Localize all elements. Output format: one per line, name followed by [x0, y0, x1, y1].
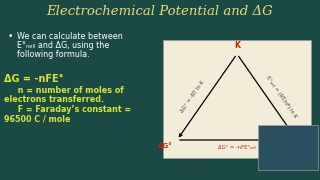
- Text: •: •: [8, 32, 13, 41]
- Text: F = Faraday’s constant =: F = Faraday’s constant =: [4, 105, 131, 114]
- Text: ΔG°: ΔG°: [158, 143, 173, 149]
- Text: Electrochemical Potential and ΔG: Electrochemical Potential and ΔG: [47, 5, 273, 18]
- Text: K: K: [234, 41, 240, 50]
- Text: electrons transferred.: electrons transferred.: [4, 95, 104, 104]
- FancyBboxPatch shape: [258, 125, 318, 170]
- Text: ΔG = -nFE°: ΔG = -nFE°: [4, 74, 63, 84]
- Text: 96500 C / mole: 96500 C / mole: [4, 114, 70, 123]
- Text: following formula.: following formula.: [17, 50, 90, 59]
- FancyBboxPatch shape: [163, 40, 311, 158]
- Text: E°ₙₑₗₗ and ΔG, using the: E°ₙₑₗₗ and ΔG, using the: [17, 41, 109, 50]
- Text: ΔG° = -RT ln K: ΔG° = -RT ln K: [180, 80, 206, 114]
- Text: E°ₐₑₗₗ = (RT/nF) ln K: E°ₐₑₗₗ = (RT/nF) ln K: [265, 75, 297, 119]
- Text: n = number of moles of: n = number of moles of: [4, 86, 124, 95]
- Text: E°ₐₑₗₗ: E°ₐₑₗₗ: [301, 143, 319, 149]
- Text: ΔG° = -nFE°ₐₑₗₗ: ΔG° = -nFE°ₐₑₗₗ: [218, 145, 256, 150]
- Text: We can calculate between: We can calculate between: [17, 32, 123, 41]
